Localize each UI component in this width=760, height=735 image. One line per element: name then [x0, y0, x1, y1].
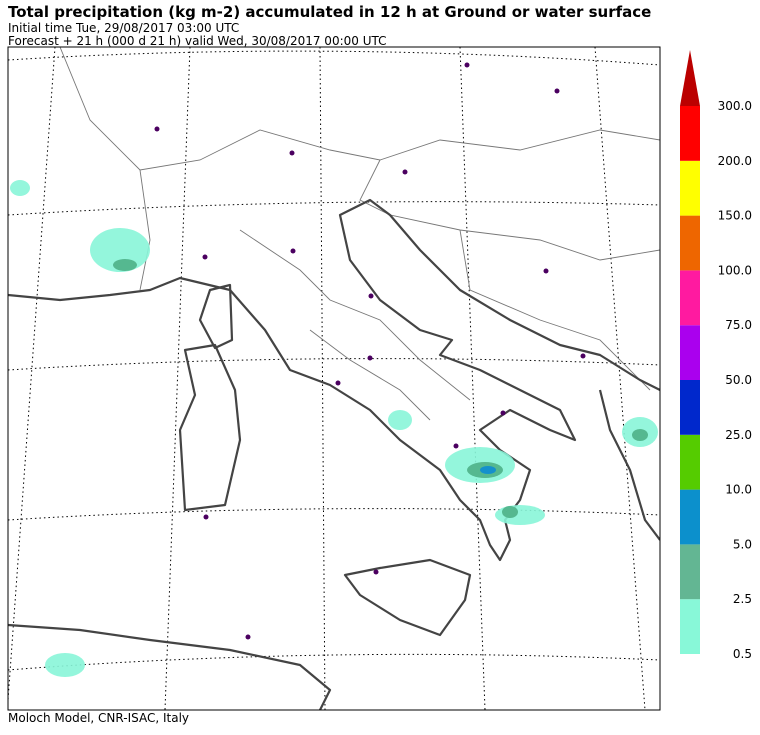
- colorbar-label: 75.0: [725, 318, 752, 332]
- colorbar-segment: [680, 325, 700, 380]
- colorbar-label: 2.5: [733, 592, 752, 606]
- map-frame: [7, 46, 661, 711]
- colorbar-label: 150.0: [718, 209, 752, 223]
- colorbar-label: 5.0: [733, 537, 752, 551]
- colorbar-label: 0.5: [733, 647, 752, 661]
- borders: [59, 47, 660, 421]
- colorbar-label: 25.0: [725, 428, 752, 442]
- colorbar-segment: [680, 434, 700, 490]
- graticule: [8, 47, 660, 710]
- colorbar: 0.5 2.5 5.0 10.0 25.0 50.0 75.0 100.0 150.0 200.0…: [680, 50, 752, 661]
- precipitation: [10, 180, 658, 677]
- colorbar-label: 50.0: [725, 373, 752, 387]
- colorbar-label: 10.0: [725, 483, 752, 497]
- colorbar-segment: [680, 215, 700, 271]
- colorbar-segment: [680, 106, 700, 161]
- colorbar-segment: [680, 599, 700, 654]
- title: Total precipitation (kg m-2) accumulated…: [8, 3, 651, 21]
- footer: Moloch Model, CNR-ISAC, Italy: [8, 711, 189, 725]
- colorbar-segment: [680, 544, 700, 600]
- colorbar-segment: [680, 489, 700, 545]
- colorbar-label: 300.0: [718, 99, 752, 113]
- colorbar-segment: [680, 380, 700, 435]
- colorbar-extension: [680, 50, 700, 106]
- colorbar-label: 100.0: [718, 263, 752, 277]
- coastlines: [8, 198, 660, 710]
- map: [7, 46, 661, 711]
- initial-time: Initial time Tue, 29/08/2017 03:00 UTC: [8, 21, 239, 35]
- cities: [154, 62, 586, 640]
- forecast: Forecast + 21 h (000 d 21 h) valid Wed, …: [8, 34, 387, 48]
- colorbar-label: 200.0: [718, 154, 752, 168]
- colorbar-segment: [680, 270, 700, 326]
- colorbar-segment: [680, 160, 700, 216]
